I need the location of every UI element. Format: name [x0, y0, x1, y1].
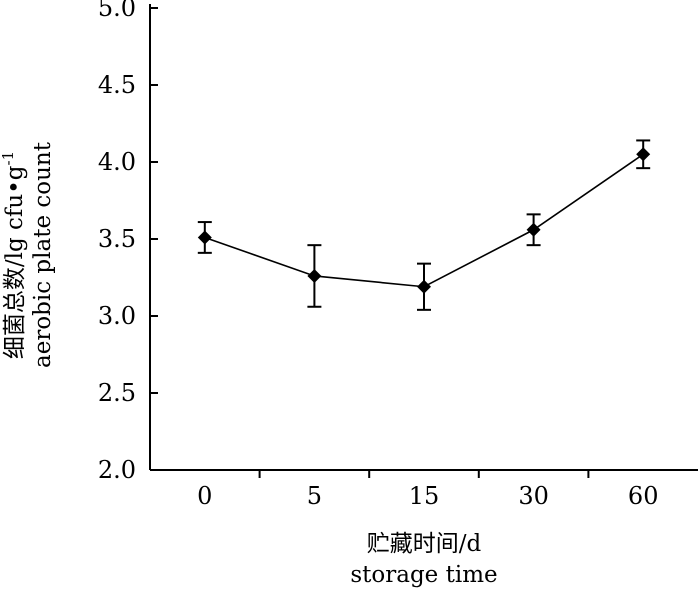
y-axis-title-line-1: 细菌总数/lg cfu•g-1: [0, 151, 28, 359]
y-tick-label: 2.5: [98, 379, 136, 407]
y-tick-label: 3.5: [98, 225, 136, 253]
y-tick-label: 5.0: [98, 0, 136, 22]
x-tick-label: 0: [197, 482, 212, 510]
data-point: [417, 279, 431, 294]
y-tick-label: 2.0: [98, 456, 136, 484]
y-axis-title-main: 细菌总数/lg cfu•g: [2, 165, 28, 359]
x-tick-label: 5: [307, 482, 322, 510]
x-tick-label: 15: [409, 482, 440, 510]
series: [197, 139, 651, 311]
x-tick-label: 60: [628, 482, 659, 510]
data-point: [636, 147, 651, 162]
data-point: [307, 268, 322, 283]
x-axis-title: 贮藏时间/d storage time: [350, 531, 497, 588]
y-axis-title: 细菌总数/lg cfu•g-1 aerobic plate count: [0, 141, 56, 368]
y-axis-title-superscript: -1: [0, 151, 17, 166]
data-point: [526, 222, 541, 237]
data-point: [197, 230, 212, 245]
axes: [149, 4, 698, 471]
x-axis-title-line-2: storage time: [350, 562, 497, 588]
y-tick-label: 4.5: [98, 71, 136, 99]
x-ticks: 0 5 15 30 60: [197, 470, 658, 510]
y-axis-title-line-2: aerobic plate count: [30, 141, 56, 368]
y-tick-label: 4.0: [98, 148, 136, 176]
y-ticks: 2.0 2.5 3.0 3.5 4.0 4.5 5.0: [98, 0, 158, 484]
y-tick-label: 3.0: [98, 302, 136, 330]
x-tick-label: 30: [518, 482, 549, 510]
x-axis-title-line-1: 贮藏时间/d: [367, 531, 482, 557]
